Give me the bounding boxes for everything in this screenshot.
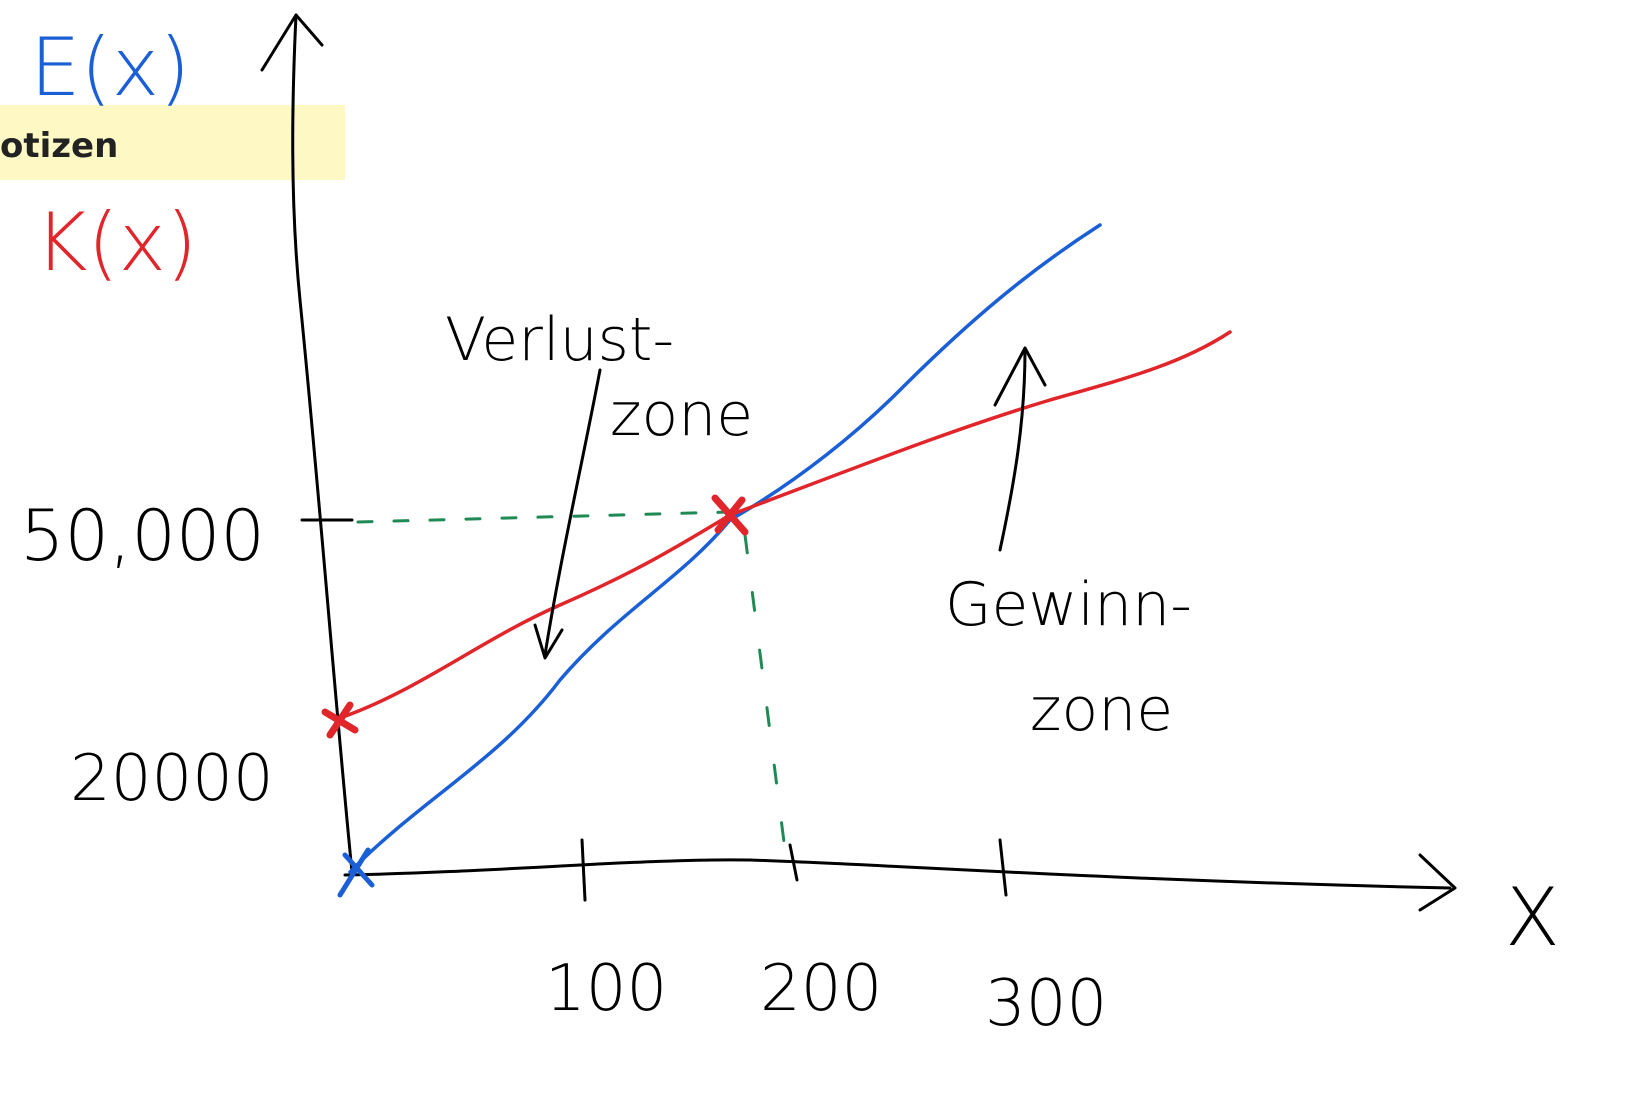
annotation: Verlust-: [445, 305, 674, 375]
x-tick: [1000, 840, 1006, 895]
x-label: 100: [545, 952, 667, 1026]
note-tab-label: otizen: [0, 126, 118, 166]
guide-vertical: [745, 535, 785, 850]
annotation: Gewinn-: [945, 570, 1192, 640]
y-label: 20000: [70, 742, 274, 816]
cost-label: K(x): [35, 196, 197, 289]
x-label: 300: [985, 967, 1107, 1041]
annotation-arrow: [995, 348, 1045, 550]
annotation: zone: [610, 380, 753, 450]
y-label: 50,000: [20, 495, 265, 577]
annotation: zone: [1030, 675, 1173, 745]
x-axis-label: X: [1505, 871, 1560, 964]
sketch: otizen E(x) K(x) 50,000 20000 100 200 30…: [0, 0, 1652, 1113]
y-axis-arrow: [262, 15, 322, 70]
cost-line: [340, 332, 1230, 718]
x-axis-arrow: [1420, 855, 1455, 910]
x-label: 200: [760, 952, 882, 1026]
revenue-label: E(x): [30, 21, 190, 114]
x-axis: [345, 860, 1450, 888]
x-tick: [582, 840, 585, 900]
guide-horizontal: [358, 512, 730, 522]
annotation-arrow: [535, 370, 600, 658]
